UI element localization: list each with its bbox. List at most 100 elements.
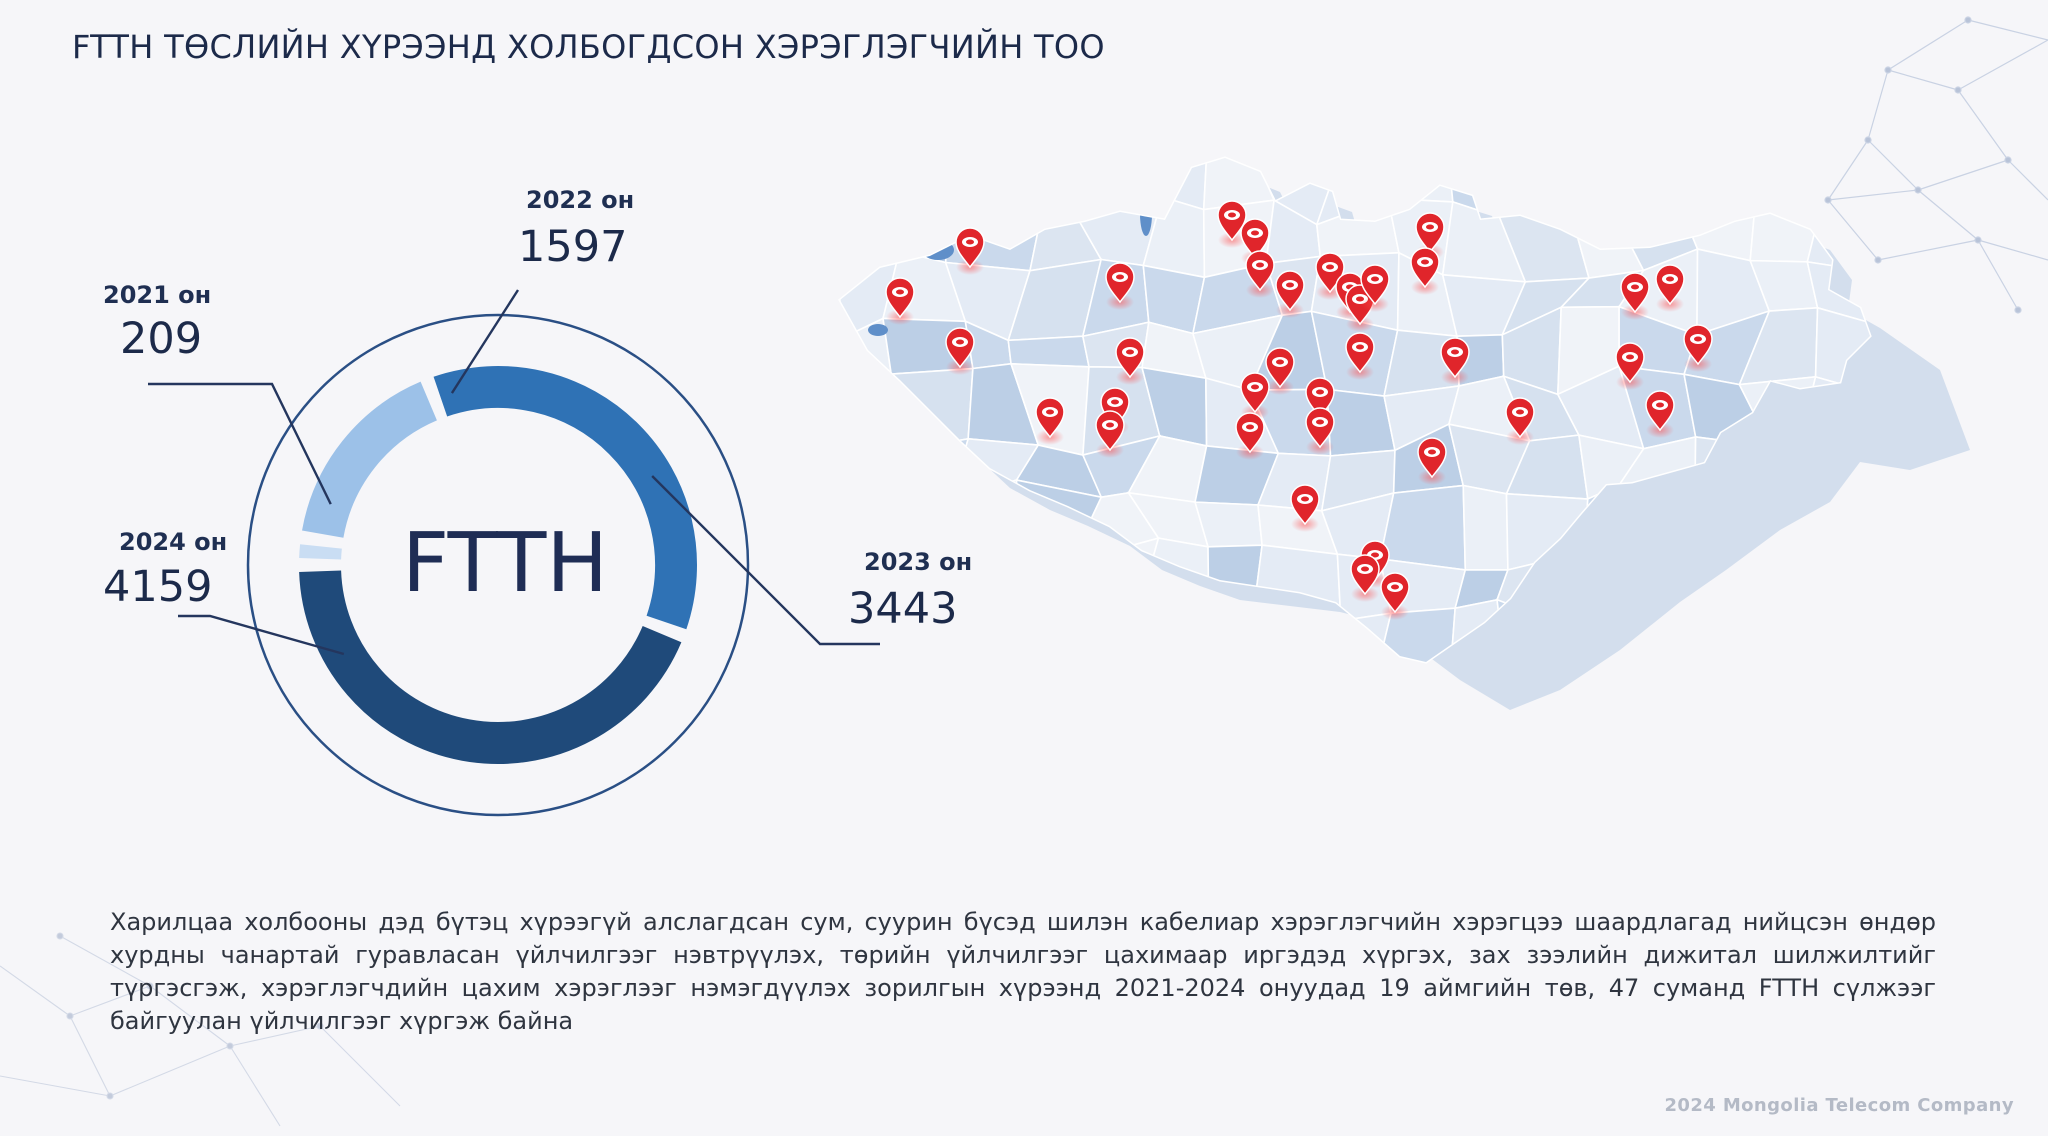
map-region — [1754, 158, 1823, 206]
location-pin-icon — [1240, 372, 1270, 420]
location-pin-icon — [1360, 264, 1390, 312]
location-pin-icon — [1235, 412, 1265, 460]
lake — [1140, 192, 1152, 236]
donut-slice-2022-он — [302, 381, 438, 539]
year-label-2024: 2024 он — [119, 528, 228, 556]
map-region — [1807, 158, 1870, 214]
location-pin-icon — [1380, 572, 1410, 620]
outer-ring — [246, 313, 750, 817]
map-region — [1008, 615, 1103, 662]
map-region — [1069, 536, 1160, 617]
location-pin-icon — [1440, 337, 1470, 385]
map-region — [1142, 195, 1206, 279]
leader-line-2021-он — [148, 382, 332, 505]
donut-slice-2023-он — [433, 366, 697, 630]
map-region — [1869, 256, 1870, 324]
map-region — [1745, 596, 1833, 662]
value-label-2021: 209 — [120, 314, 203, 364]
location-pin-icon — [1645, 390, 1675, 438]
donut-slice-2021-он — [299, 544, 342, 560]
map-region — [1462, 484, 1509, 571]
location-pin-icon — [1683, 324, 1713, 372]
map-region — [1617, 158, 1687, 224]
location-pin-icon — [1345, 332, 1375, 380]
map-region — [899, 158, 966, 209]
map-region — [1819, 602, 1870, 662]
location-pin-icon — [1115, 337, 1145, 385]
map-region — [1808, 541, 1870, 608]
map-region — [1008, 537, 1103, 621]
location-pin-icon — [945, 327, 975, 375]
footer-company: 2024 Mongolia Telecom Company — [1664, 1095, 2014, 1116]
map-region — [1861, 494, 1870, 571]
map-region — [953, 537, 1021, 621]
description-text: Харилцаа холбооны дэд бүтэц хүрээгүй алс… — [110, 908, 1936, 1035]
map-region — [906, 484, 960, 546]
value-label-2023: 3443 — [848, 584, 958, 634]
map-region — [1868, 541, 1870, 605]
map-region — [953, 614, 1043, 662]
map-region — [1007, 335, 1090, 368]
map-region — [1379, 484, 1467, 571]
location-pin-icon — [955, 227, 985, 275]
location-pin-icon — [1217, 200, 1247, 248]
map-region — [894, 614, 958, 662]
map-region — [1315, 158, 1395, 226]
map-region — [1387, 158, 1454, 203]
map-region — [840, 194, 905, 257]
map-region — [1566, 158, 1642, 224]
map-region — [840, 483, 917, 558]
map-region — [1069, 158, 1164, 207]
location-pin-icon — [1350, 554, 1380, 602]
map-region — [1868, 595, 1870, 662]
lake — [922, 240, 954, 260]
location-pin-icon — [1417, 437, 1447, 485]
map-region — [1753, 548, 1834, 608]
map-region — [1008, 158, 1076, 226]
map-region — [840, 435, 910, 486]
page-title: FTTH ТӨСЛИЙН ХҮРЭЭНД ХОЛБОГДСОН ХЭРЭГЛЭГ… — [72, 28, 1105, 66]
location-pin-icon — [1265, 347, 1295, 395]
map-region — [1202, 158, 1276, 211]
map-region — [1679, 158, 1758, 223]
location-pin-icon — [885, 277, 915, 325]
year-label-2022: 2022 он — [526, 186, 635, 214]
map-region — [949, 158, 1041, 226]
map-region — [1095, 605, 1151, 662]
leader-line-2022-он — [450, 289, 520, 394]
location-pin-icon — [1305, 407, 1335, 455]
location-pin-icon — [1620, 272, 1650, 320]
location-pin-icon — [1245, 250, 1275, 298]
year-label-2021: 2021 он — [103, 281, 212, 309]
location-pin-icon — [1655, 264, 1685, 312]
map-region — [1885, 150, 1940, 213]
year-label-2023: 2023 он — [864, 548, 973, 576]
location-pin-icon — [1290, 484, 1320, 532]
location-pin-icon — [1615, 342, 1645, 390]
donut-center-label: FTTH — [401, 516, 609, 611]
leader-line-2024-он — [178, 614, 345, 656]
value-label-2024: 4159 — [103, 562, 213, 612]
map-region — [840, 615, 913, 662]
map-region — [1138, 605, 1210, 662]
location-pin-icon — [1105, 262, 1135, 310]
location-pin-icon — [1505, 397, 1535, 445]
location-pin-icon — [1095, 410, 1125, 458]
mongolia-map — [838, 150, 1970, 710]
ftth-donut-chart — [148, 289, 880, 817]
map-region — [1250, 607, 1342, 662]
lake — [868, 324, 888, 336]
map-region — [840, 373, 893, 454]
map-region — [840, 539, 917, 621]
map-region — [944, 191, 1041, 272]
map-region — [1207, 607, 1255, 662]
map-region — [1692, 596, 1756, 662]
map-region — [885, 437, 970, 499]
map-region — [910, 539, 960, 621]
donut-slice-2024-он — [299, 570, 682, 764]
map-region — [1886, 195, 1940, 274]
map-region — [840, 158, 905, 209]
location-pin-icon — [1035, 397, 1065, 445]
value-label-2022: 1597 — [518, 222, 628, 272]
location-pin-icon — [1410, 247, 1440, 295]
